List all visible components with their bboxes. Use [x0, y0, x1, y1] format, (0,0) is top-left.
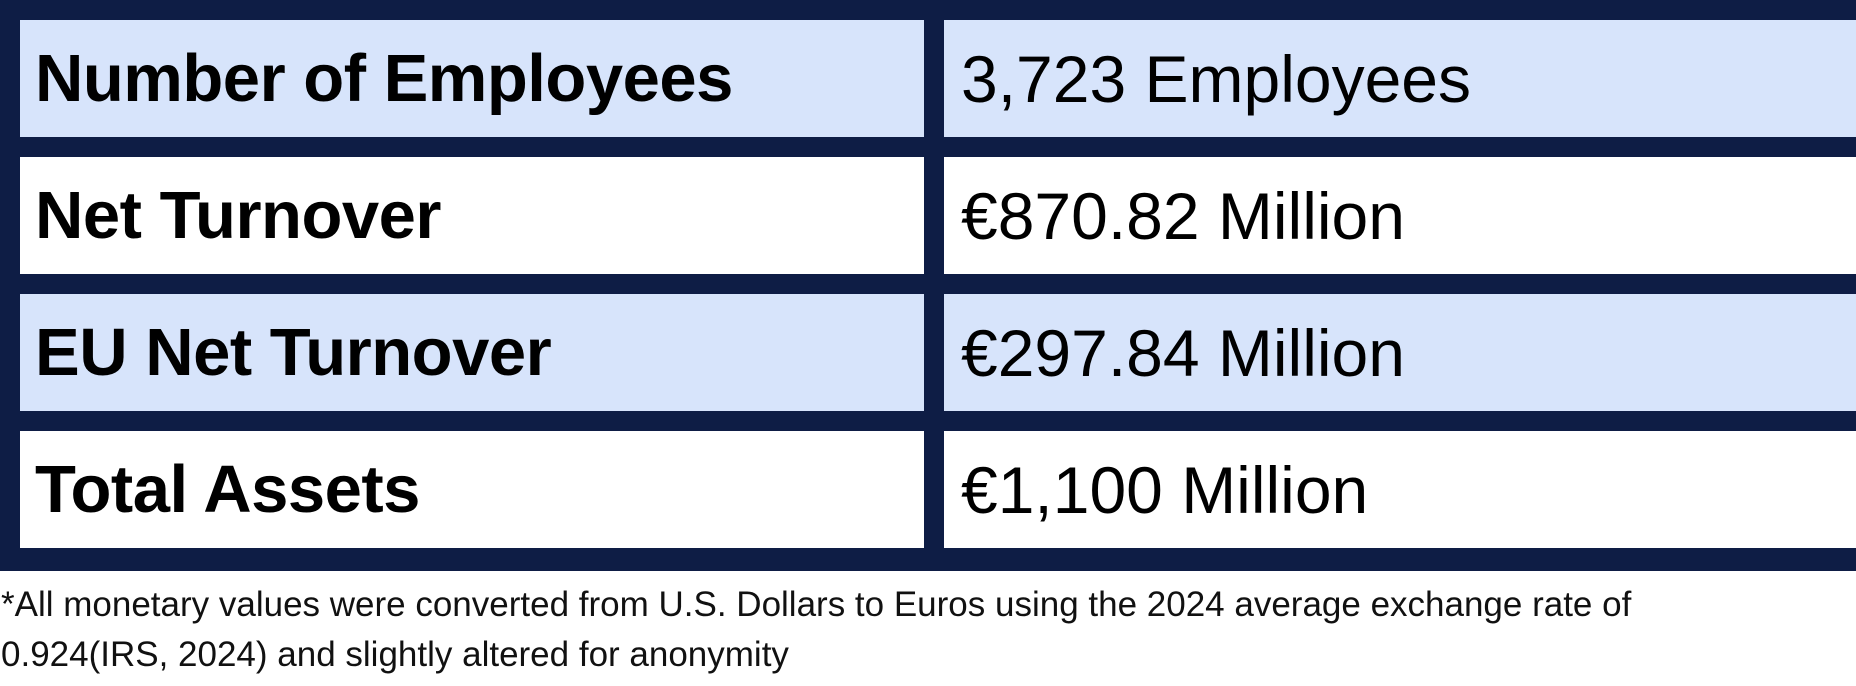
table-row: Net Turnover €870.82 Million [20, 157, 1856, 274]
net-turnover-label: Net Turnover [20, 157, 924, 274]
footnote-line-2: 0.924(IRS, 2024) and slightly altered fo… [1, 635, 789, 674]
eu-net-turnover-value: €297.84 Million [944, 294, 1856, 411]
table-row: Total Assets €1,100 Million [20, 431, 1856, 548]
table-row: Number of Employees 3,723 Employees [20, 20, 1856, 137]
employees-label: Number of Employees [20, 20, 924, 137]
net-turnover-value: €870.82 Million [944, 157, 1856, 274]
employees-value: 3,723 Employees [944, 20, 1856, 137]
total-assets-label: Total Assets [20, 431, 924, 548]
eu-net-turnover-label: EU Net Turnover [20, 294, 924, 411]
total-assets-value: €1,100 Million [944, 431, 1856, 548]
company-metrics-table: Number of Employees 3,723 Employees Net … [0, 0, 1856, 571]
table-row: EU Net Turnover €297.84 Million [20, 294, 1856, 411]
footnote-line-1: *All monetary values were converted from… [1, 585, 1632, 624]
footnote: *All monetary values were converted from… [1, 580, 1831, 680]
